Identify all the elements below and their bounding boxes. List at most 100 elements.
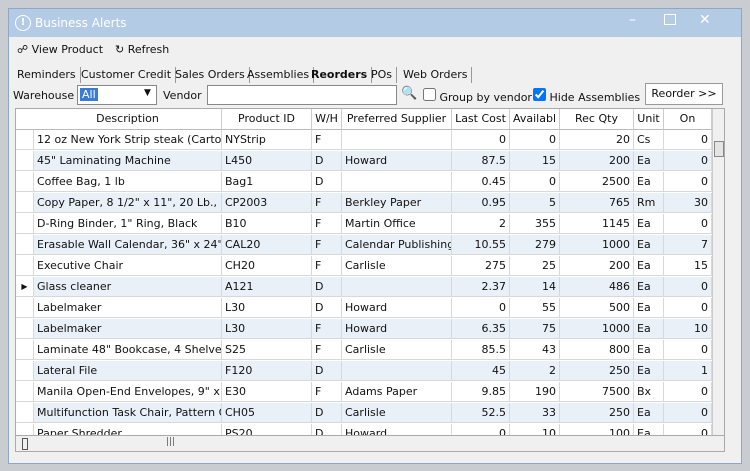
tab[interactable]: Sales Orders [171,67,250,83]
maximize[interactable] [664,14,676,25]
cell: 0 [510,130,560,150]
cell: 2.37 [452,277,510,297]
vendor-label: Vendor [163,89,202,102]
cell: Multifunction Task Chair, Pattern Gra [34,403,222,423]
group-by-vendor[interactable]: Group by vendor [423,88,532,104]
tab[interactable]: Assemblies [243,67,315,83]
column-header: Unit [634,109,664,130]
row-indicator [16,193,34,213]
reorder-button[interactable]: Reorder >> [645,83,723,105]
cell: F [312,235,342,255]
window: ! Business Alerts – ✕ ☍ View Product ↻ R… [8,8,742,464]
cell: 0 [664,277,712,297]
cell: D [312,277,342,297]
tab[interactable]: Web Orders [399,67,473,83]
refresh-button[interactable]: ↻ Refresh [115,43,170,56]
cell: Erasable Wall Calendar, 36" x 24" [34,235,222,255]
cell: 355 [510,214,560,234]
column-header: W/H [312,109,342,130]
cell: Coffee Bag, 1 lb [34,172,222,192]
vendor-input[interactable] [207,85,397,105]
row-indicator [16,235,34,255]
cell: 10 [664,319,712,339]
label: Hide Assemblies [549,91,641,104]
cell: A121 [222,277,312,297]
cell: 2 [510,361,560,381]
cell: 75 [510,319,560,339]
view-product-button[interactable]: ☍ View Product [17,43,104,56]
checkbox[interactable] [533,88,546,101]
cell: Glass cleaner [34,277,222,297]
warehouse-select[interactable]: All ▼ [77,85,157,105]
cell: F [312,130,342,150]
cell: Adams Paper [342,382,452,402]
cell [342,361,452,381]
close[interactable]: ✕ [699,12,711,28]
cell: S25 [222,340,312,360]
cell: F [312,319,342,339]
cell: Carlisle [342,256,452,276]
cell: 25 [510,256,560,276]
row-indicator [16,340,34,360]
column-header: Rec Qty [560,109,634,130]
cell: CAL20 [222,235,312,255]
minimize[interactable]: – [629,12,636,28]
row-indicator [16,151,34,171]
cell: 0 [664,340,712,360]
cell: D-Ring Binder, 1" Ring, Black [34,214,222,234]
tab[interactable]: Customer Credit [77,67,177,83]
row-indicator [16,130,34,150]
title-bar: ! Business Alerts – ✕ [9,9,741,37]
cell: 0 [664,214,712,234]
cell: 5 [510,193,560,213]
cell: 20 [560,130,634,150]
label: Group by vendor [439,91,532,104]
scroll-marker [22,438,28,450]
cell: 9.85 [452,382,510,402]
horizontal-scrollbar[interactable]: ||| [15,435,725,452]
row-indicator [16,214,34,234]
cell: 279 [510,235,560,255]
cell: 14 [510,277,560,297]
cell: E30 [222,382,312,402]
cell: NYStrip [222,130,312,150]
reorder-grid: Description Product ID W/H Preferred Suppli… [15,108,725,452]
dropdown-arrow: ▼ [144,88,151,98]
tab[interactable]: POs [367,67,398,83]
tab[interactable]: Reorders [307,67,373,83]
cell: D [312,403,342,423]
cell: Martin Office [342,214,452,234]
hide-assemblies[interactable]: Hide Assemblies [533,88,640,104]
row-indicator: ▶ [16,277,34,297]
cell: Ea [634,256,664,276]
column-header: On [664,109,712,130]
row-header-corner [16,109,35,130]
cell: 1 [664,361,712,381]
cell: 10.55 [452,235,510,255]
cell: 0.95 [452,193,510,213]
cell: Cs [634,130,664,150]
cell: 2500 [560,172,634,192]
column-header: Description [34,109,222,130]
cell: 0 [664,172,712,192]
tab[interactable]: Reminders [13,67,81,83]
cell: Ea [634,361,664,381]
row-indicator [16,172,34,192]
cell: 0 [664,382,712,402]
cell: 500 [560,298,634,318]
cell: 45" Laminating Machine [34,151,222,171]
cell: Labelmaker [34,298,222,318]
cell: Howard [342,298,452,318]
search-icon[interactable]: 🔍 [401,86,418,101]
cell: Berkley Paper [342,193,452,213]
cell: 0.45 [452,172,510,192]
column-header: Last Cost [452,109,510,130]
checkbox[interactable] [423,88,436,101]
window-title: Business Alerts [35,16,127,30]
cell: B10 [222,214,312,234]
cell [342,172,452,192]
cell: 52.5 [452,403,510,423]
warehouse-label: Warehouse [13,89,75,102]
cell: 0 [664,403,712,423]
